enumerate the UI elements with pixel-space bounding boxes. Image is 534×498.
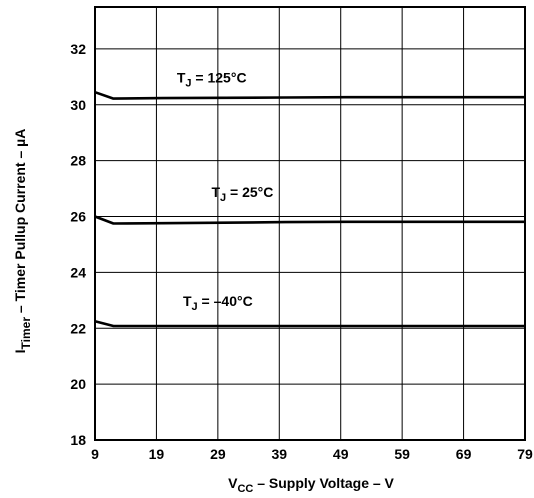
x-axis-label-rest: – Supply Voltage – V xyxy=(253,475,394,491)
series-label: TJ = 25°C xyxy=(211,184,273,204)
series-label-sub: J xyxy=(192,301,198,313)
y-axis-label: ITimer – Timer Pullup Current – µA xyxy=(12,129,33,354)
series-label-sub: J xyxy=(185,77,191,89)
y-tick-label: 18 xyxy=(70,432,86,448)
y-tick-label: 28 xyxy=(70,153,86,169)
series-line xyxy=(94,90,525,100)
x-axis-label-main: V xyxy=(228,475,238,491)
x-axis-label-sub: CC xyxy=(237,483,253,495)
series-label-main: T xyxy=(183,293,192,309)
grid-layer xyxy=(94,7,526,441)
y-axis-label-main: I xyxy=(12,349,28,353)
series-line xyxy=(94,215,525,225)
series-label: TJ = –40°C xyxy=(183,293,253,313)
x-tick-label: 29 xyxy=(210,446,226,462)
y-axis-label-rest: – Timer Pullup Current – µA xyxy=(12,129,28,317)
series-label-sub: J xyxy=(220,192,226,204)
series-label: TJ = 125°C xyxy=(177,69,247,89)
label-layer: TJ = 125°CTJ = 25°CTJ = –40°C xyxy=(177,69,274,312)
y-tick-label: 20 xyxy=(70,376,86,392)
x-tick-label: 59 xyxy=(394,446,410,462)
y-axis-label-sub: Timer xyxy=(19,317,33,350)
series-label-rest: = –40°C xyxy=(198,293,253,309)
x-tick-label: 69 xyxy=(456,446,472,462)
x-tick-label: 39 xyxy=(271,446,287,462)
x-tick-label: 49 xyxy=(333,446,349,462)
y-tick-label: 32 xyxy=(70,41,86,57)
x-axis-label: VCC – Supply Voltage – V xyxy=(228,475,394,495)
x-tick-label: 79 xyxy=(517,446,533,462)
y-tick-label: 22 xyxy=(70,320,86,336)
series-label-rest: = 125°C xyxy=(192,69,247,85)
x-tick-label: 19 xyxy=(149,446,165,462)
y-tick-label: 24 xyxy=(70,264,86,280)
x-tick-label: 9 xyxy=(91,446,99,462)
series-label-main: T xyxy=(177,69,186,85)
series-line xyxy=(94,320,525,328)
y-tick-label: 30 xyxy=(70,97,86,113)
series-label-rest: = 25°C xyxy=(226,184,273,200)
curve-layer xyxy=(94,90,525,328)
plot-frame xyxy=(94,6,526,441)
y-tick-label: 26 xyxy=(70,209,86,225)
series-label-main: T xyxy=(211,184,220,200)
tick-layer: 9 19 29 39 49 59 69 79 18 20 22 24 26 28 30 32 xyxy=(70,41,533,462)
